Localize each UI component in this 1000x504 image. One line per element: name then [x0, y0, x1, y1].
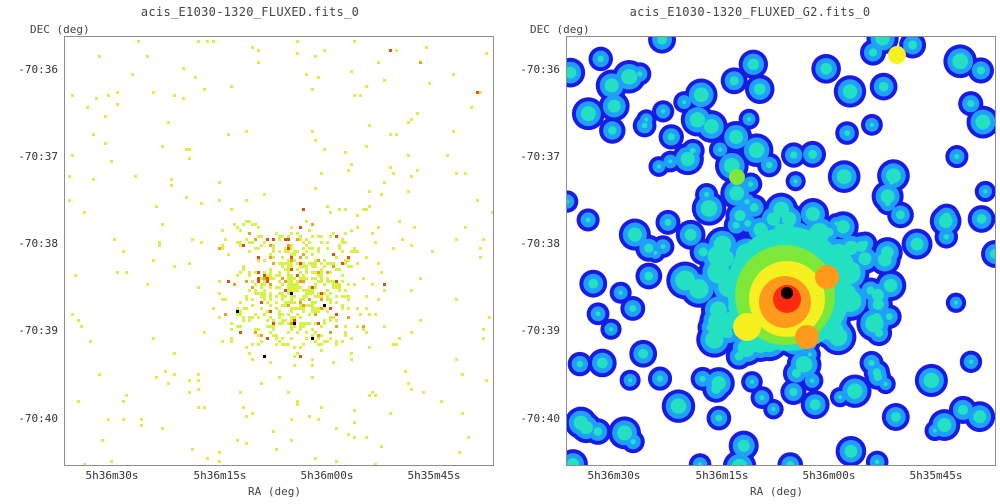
y-tick-label: -70:39: [18, 324, 58, 337]
fits-image[interactable]: [65, 37, 494, 466]
y-tick-label: -70:37: [520, 150, 560, 163]
x-tick-label: 5h36m15s: [695, 469, 749, 482]
x-tick-label: 5h35m45s: [909, 469, 963, 482]
x-tick-label: 5h35m45s: [407, 469, 461, 482]
x-tick-label: 5h36m15s: [193, 469, 247, 482]
y-tick-label: -70:36: [520, 63, 560, 76]
y-tick-label: -70:37: [18, 150, 58, 163]
fits-image[interactable]: [567, 37, 996, 466]
y-axis-label: DEC (deg): [530, 23, 590, 36]
y-tick-label: -70:38: [18, 237, 58, 250]
image-canvas[interactable]: [64, 36, 494, 466]
panel-title: acis_E1030-1320_FLUXED_G2.fits_0: [629, 5, 871, 19]
y-tick-label: -70:40: [18, 412, 58, 425]
x-tick-label: 5h36m30s: [85, 469, 139, 482]
y-tick-label: -70:38: [520, 237, 560, 250]
y-axis-label: DEC (deg): [30, 23, 90, 36]
y-tick-label: -70:40: [520, 412, 560, 425]
image-panel-right: acis_E1030-1320_FLUXED_G2.fits_0 DEC (de…: [500, 0, 1000, 504]
y-tick-label: -70:36: [18, 63, 58, 76]
x-tick-label: 5h36m00s: [802, 469, 856, 482]
image-canvas[interactable]: [566, 36, 996, 466]
x-tick-label: 5h36m00s: [300, 469, 354, 482]
x-axis-label: RA (deg): [750, 485, 803, 498]
x-axis-label: RA (deg): [248, 485, 301, 498]
image-panel-left: acis_E1030-1320_FLUXED.fits_0 DEC (deg) …: [18, 5, 494, 498]
x-tick-label: 5h36m30s: [587, 469, 641, 482]
y-tick-label: -70:39: [520, 324, 560, 337]
panel-title: acis_E1030-1320_FLUXED.fits_0: [140, 5, 360, 19]
